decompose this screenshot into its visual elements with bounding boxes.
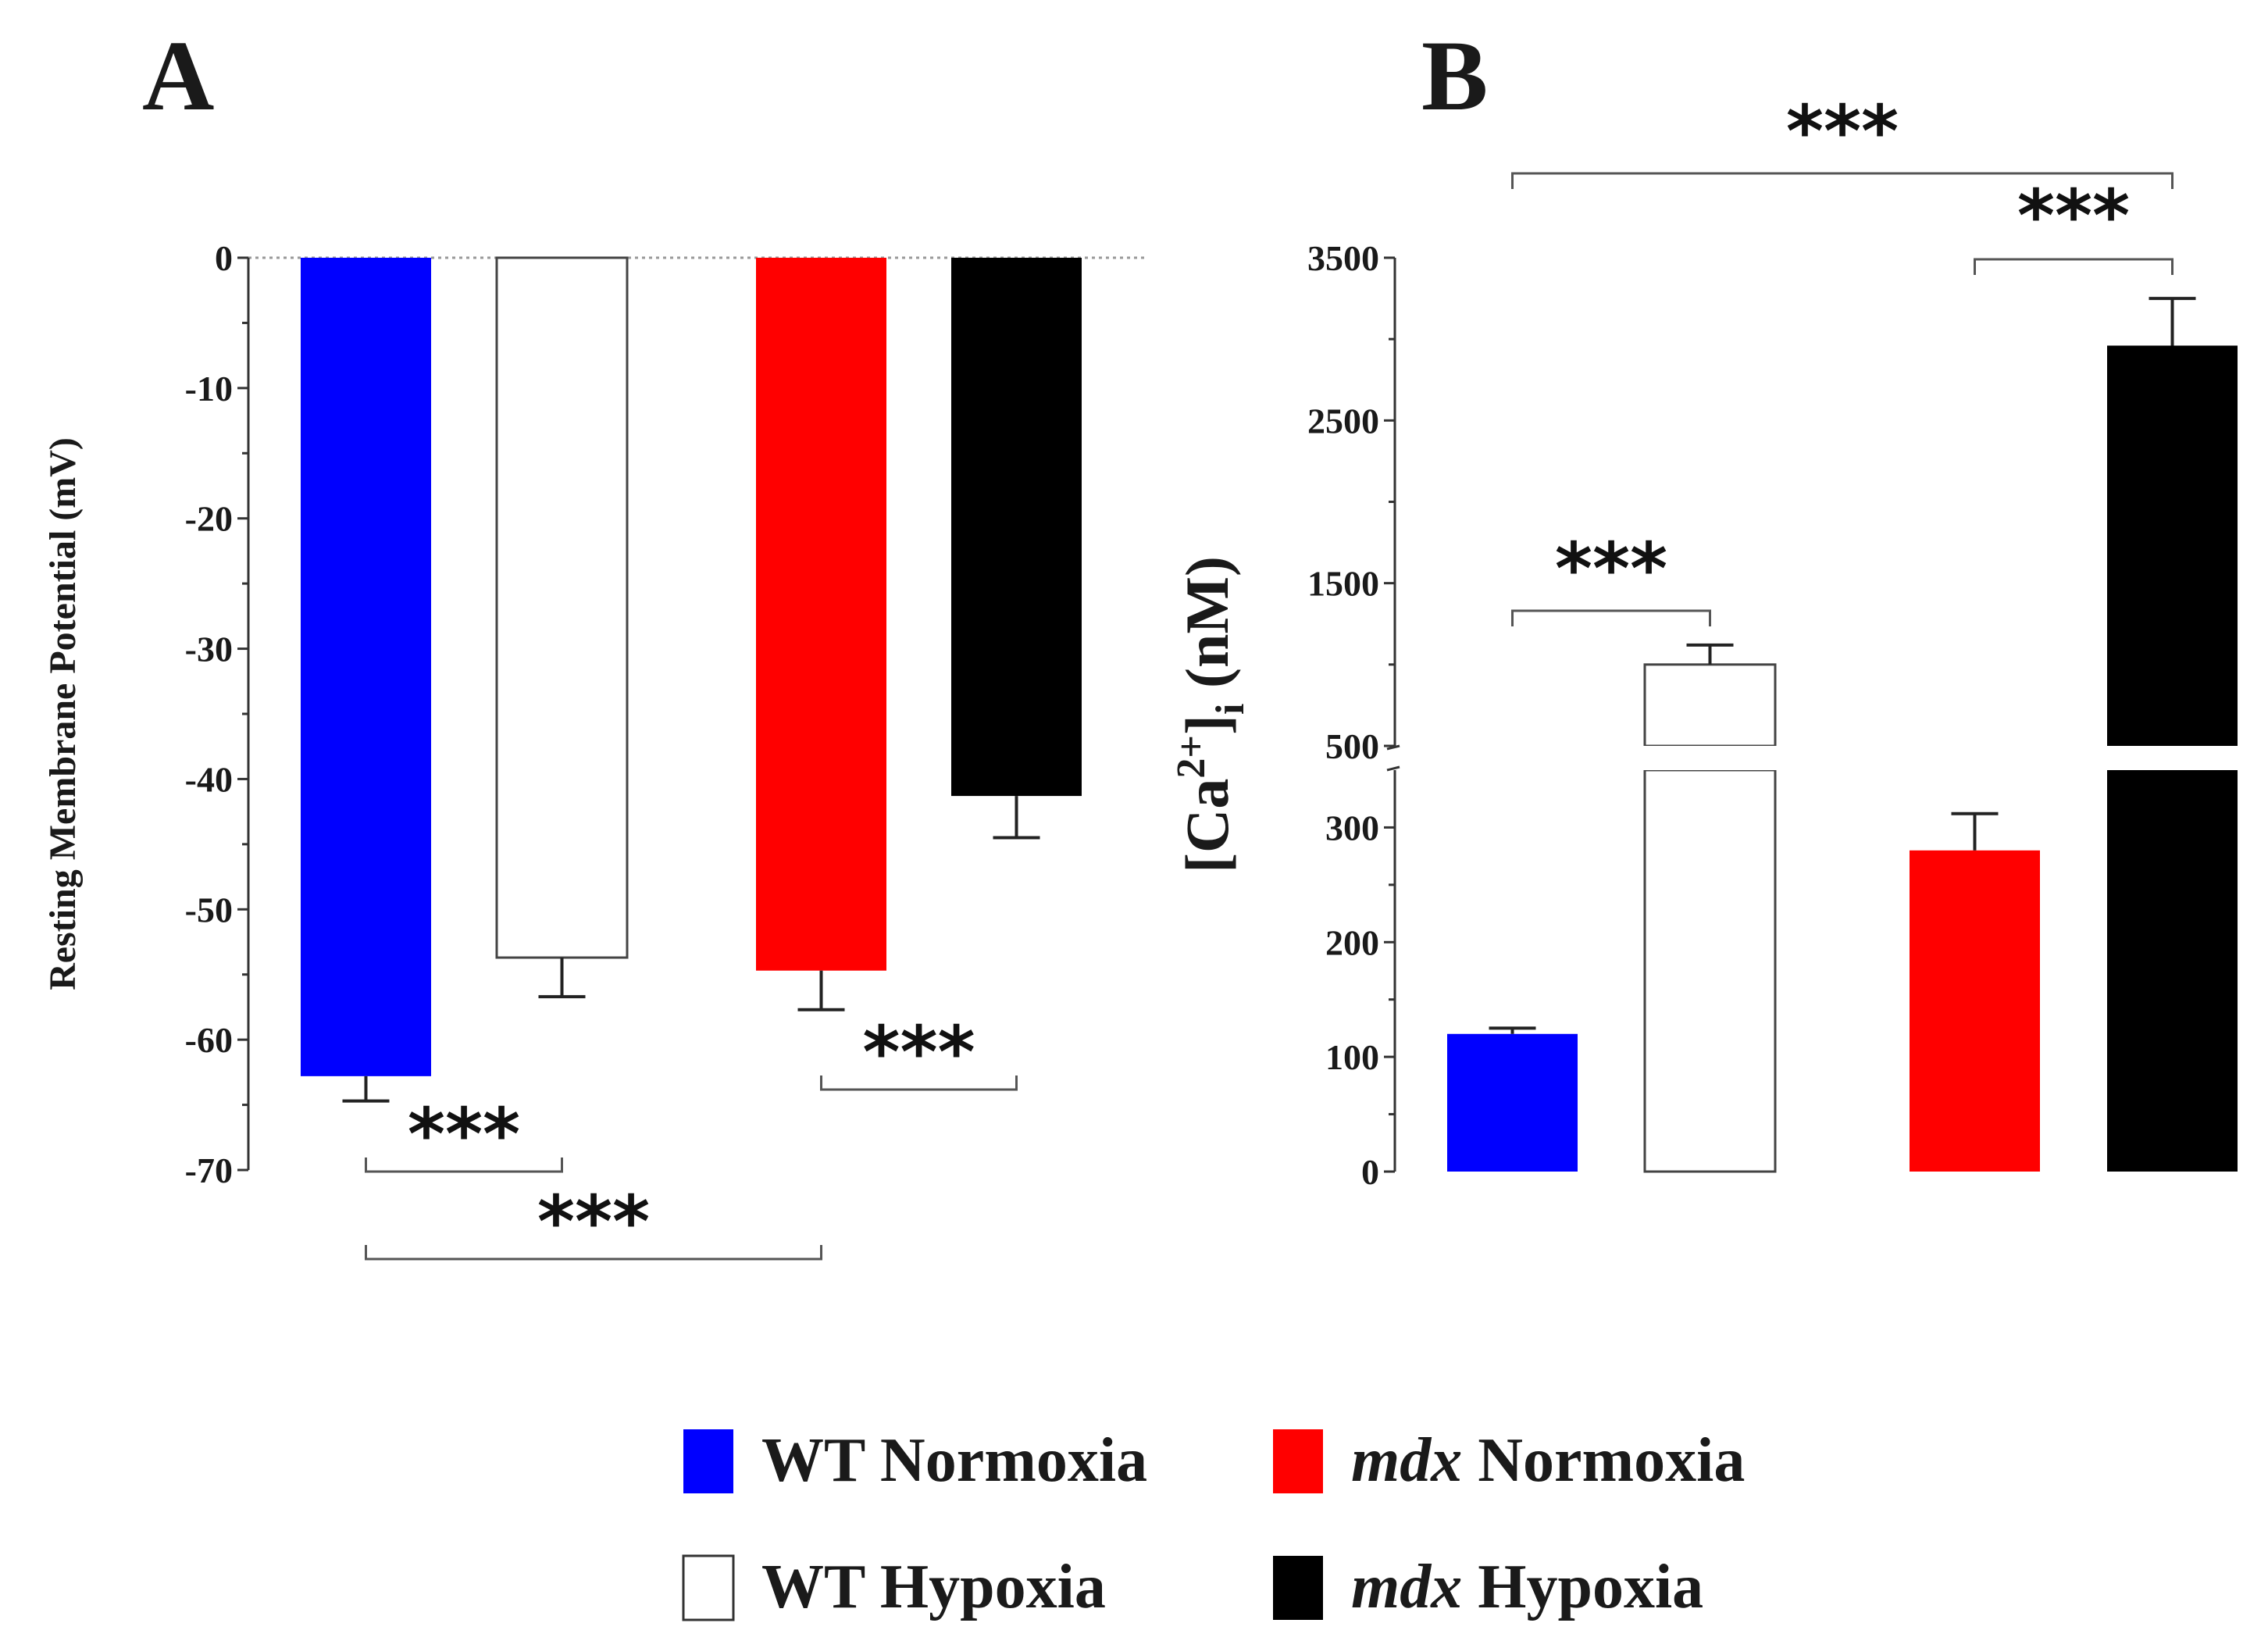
y-tick-label: 0	[1361, 1152, 1379, 1192]
legend-label: mdx Normoxia	[1351, 1426, 1745, 1495]
y-axis-title: [Ca2+]i (nM)	[1169, 556, 1253, 873]
y-tick-label: -30	[185, 630, 233, 669]
bar-mdx-normoxia	[1910, 850, 2040, 1172]
legend-swatch	[1273, 1556, 1323, 1620]
legend-prefix: mdx	[1351, 1426, 1462, 1495]
y-tick-label: 200	[1325, 922, 1379, 962]
panel-b-label: B	[1421, 20, 1488, 131]
y-tick-label: -70	[185, 1150, 233, 1190]
y-tick-label: -10	[185, 369, 233, 408]
y-axis-title: Resting Membrane Potential (mV)	[42, 437, 84, 990]
bar-mdx-hypoxia-upper	[2107, 345, 2238, 746]
legend-swatch	[683, 1429, 733, 1493]
significance-label: ***	[1786, 90, 1899, 173]
bar-wt-hypoxia-lower	[1643, 769, 1777, 1173]
y-tick-label: -50	[185, 890, 233, 929]
y-tick-label: -20	[185, 499, 233, 539]
y-tick-label: 500	[1325, 726, 1379, 766]
y-tick-label: -40	[185, 759, 233, 799]
y-tick-label: 2500	[1307, 401, 1379, 441]
bar-mdx-hypoxia-lower	[2107, 770, 2238, 1172]
legend-label: mdx Hypoxia	[1351, 1553, 1703, 1621]
panel-a: A 0 -10 -20 -30 -40 -50 -60 -70 Resting Membrane …	[42, 20, 1146, 1264]
ca-units: (nM)	[1173, 556, 1241, 703]
legend: WT Normoxia mdx Normoxia WT Hypoxia mdx Hyp…	[682, 1426, 1745, 1621]
axis-break-gap	[1642, 746, 1778, 770]
significance-bracket	[1974, 258, 2174, 275]
y-tick-label: 3500	[1307, 238, 1379, 278]
legend-prefix: mdx	[1351, 1553, 1462, 1621]
bar-mdx-normoxia	[756, 258, 886, 971]
panel-b: B 0 100 200 300 500 1500 2500 3500 [Ca2+]i (nM) **…	[1169, 20, 2238, 1192]
legend-text: Hypoxia	[1462, 1553, 1703, 1621]
bar-wt-hypoxia-upper	[1643, 663, 1777, 747]
significance-label: ***	[862, 1011, 975, 1094]
ca-subscript: i	[1208, 704, 1253, 715]
significance-label: ***	[1555, 527, 1667, 611]
significance-bracket	[1511, 172, 2174, 189]
bar-wt-normoxia	[1447, 1033, 1578, 1172]
ca-close: ]	[1173, 715, 1241, 735]
legend-swatch	[1273, 1429, 1323, 1493]
significance-bracket	[365, 1158, 563, 1173]
legend-swatch	[682, 1554, 735, 1621]
significance-bracket	[1511, 609, 1711, 626]
legend-label: WT Normoxia	[761, 1426, 1147, 1495]
legend-text: WT Normoxia	[761, 1426, 1147, 1495]
ca-superscript: 2+	[1169, 735, 1214, 779]
significance-bracket	[820, 1075, 1018, 1091]
y-tick-label: 300	[1325, 808, 1379, 847]
significance-label: ***	[537, 1180, 650, 1264]
legend-text: Normoxia	[1462, 1426, 1745, 1495]
axis-break-mark	[1386, 765, 1400, 772]
axis-break-mark	[1386, 744, 1400, 751]
ca-open: [Ca	[1173, 779, 1241, 873]
y-tick-label: 1500	[1307, 564, 1379, 604]
legend-text: WT Hypoxia	[761, 1553, 1106, 1621]
bar-mdx-hypoxia	[951, 258, 1082, 797]
y-tick-label: -60	[185, 1020, 233, 1060]
y-tick-label: 100	[1325, 1037, 1379, 1077]
legend-label: WT Hypoxia	[761, 1553, 1106, 1621]
bar-wt-normoxia	[301, 258, 431, 1076]
bar-wt-hypoxia	[495, 256, 629, 959]
significance-label: ***	[2017, 174, 2130, 258]
panel-a-label: A	[142, 20, 214, 131]
significance-label: ***	[408, 1093, 520, 1176]
y-tick-label: 0	[215, 238, 233, 278]
significance-bracket	[365, 1245, 822, 1261]
